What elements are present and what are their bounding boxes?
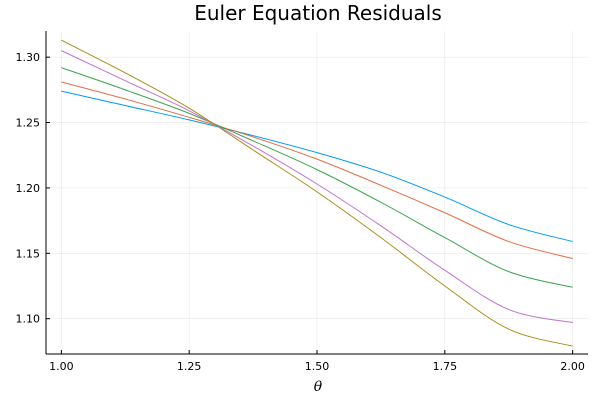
grid bbox=[46, 31, 588, 354]
series-line-2 bbox=[61, 81, 573, 260]
series-line-3 bbox=[61, 67, 573, 288]
y-tick-label: 1.20 bbox=[16, 182, 41, 195]
series-line-4 bbox=[61, 50, 573, 324]
x-tick-label: 1.50 bbox=[305, 360, 330, 373]
x-tick-label: 1.25 bbox=[177, 360, 202, 373]
x-axis-label: θ bbox=[314, 379, 323, 395]
y-tick-label: 1.25 bbox=[16, 117, 41, 130]
x-tick-label: 1.75 bbox=[433, 360, 458, 373]
ticks: 1.00 1.25 1.50 1.75 2.00 1.10 1.15 1.20 1.25 1.30 bbox=[16, 51, 585, 373]
series-line-1 bbox=[61, 90, 573, 243]
y-tick-label: 1.15 bbox=[16, 247, 41, 260]
series-layer bbox=[61, 39, 573, 347]
y-tick-label: 1.30 bbox=[16, 51, 41, 64]
x-tick-label: 1.00 bbox=[49, 360, 74, 373]
x-tick-label: 2.00 bbox=[560, 360, 585, 373]
series-line-5 bbox=[61, 39, 573, 347]
y-tick-label: 1.10 bbox=[16, 313, 41, 326]
chart-title: Euler Equation Residuals bbox=[194, 1, 442, 25]
